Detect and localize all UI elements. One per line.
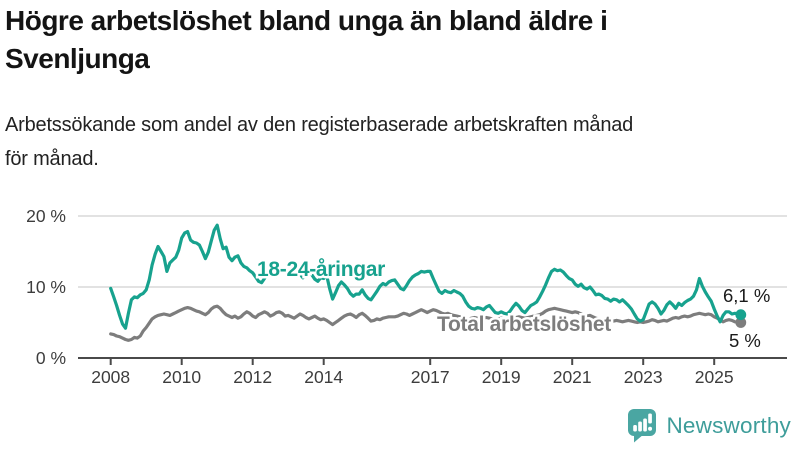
brand-name: Newsworthy <box>666 413 791 438</box>
y-axis-label-10: 10 % <box>26 277 66 297</box>
x-axis-label-2023: 2023 <box>624 367 663 387</box>
x-axis-label-2017: 2017 <box>411 367 450 387</box>
end-dot-total <box>735 317 747 328</box>
newsworthy-branding: Newsworthy <box>627 409 791 443</box>
chart-canvas: 0 % 10 % 20 % 2008 2010 2012 2014 2017 2019 2021 2… <box>26 206 787 387</box>
end-value-label-youth: 6,1 % <box>723 285 770 306</box>
x-axis-label-2025: 2025 <box>695 367 734 387</box>
bar-chart-speech-bubble-icon <box>628 409 657 443</box>
end-dot-youth <box>735 309 747 321</box>
end-value-label-total: 5 % <box>729 330 761 351</box>
x-axis-label-2010: 2010 <box>162 367 201 387</box>
x-axis-label-2008: 2008 <box>91 367 130 387</box>
chart-subtitle-line-1: Arbetssökande som andel av den registerb… <box>5 114 634 136</box>
x-axis-label-2019: 2019 <box>482 367 521 387</box>
y-axis-label-0: 0 % <box>36 348 66 368</box>
page-title-line-2: Svenljunga <box>5 43 150 74</box>
page-title-line-1: Högre arbetslöshet bland unga än bland ä… <box>5 5 608 36</box>
page-title: Högre arbetslöshet bland unga än bland ä… <box>5 2 791 78</box>
x-axis-label-2014: 2014 <box>304 367 343 387</box>
x-axis-label-2021: 2021 <box>553 367 592 387</box>
chart-subtitle-line-2: för månad. <box>5 148 99 170</box>
chart-subtitle: Arbetssökande som andel av den registerb… <box>5 108 791 176</box>
series-label-youth: 18-24-åringar <box>257 258 385 281</box>
series-line-total <box>109 304 743 342</box>
series-label-total: Total arbetslöshet <box>437 313 611 336</box>
x-axis-label-2012: 2012 <box>233 367 272 387</box>
y-axis-label-20: 20 % <box>26 206 66 226</box>
series-line-youth <box>109 223 743 330</box>
unemployment-line-chart: 0 % 10 % 20 % 2008 2010 2012 2014 2017 2019 2021 2… <box>0 190 800 400</box>
